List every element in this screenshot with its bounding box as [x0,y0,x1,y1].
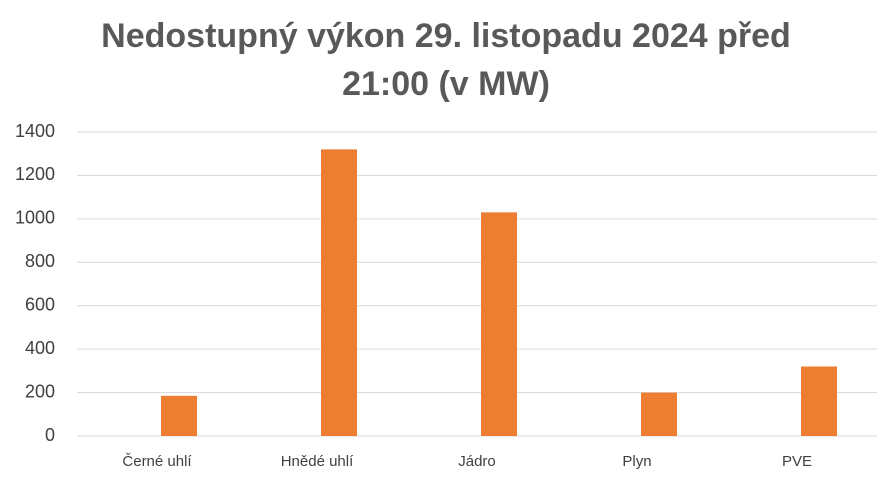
x-tick-label: Jádro [458,453,496,470]
y-tick-label: 400 [25,338,55,358]
chart-title: Nedostupný výkon 29. listopadu 2024 před… [101,17,791,103]
y-tick-label: 200 [25,381,55,401]
y-tick-label: 1200 [15,164,55,184]
bar [641,392,677,436]
y-tick-label: 0 [45,425,55,445]
x-tick-label: Černé uhlí [122,453,192,470]
bar [321,149,357,436]
y-tick-label: 1400 [15,121,55,141]
y-tick-label: 600 [25,294,55,314]
x-tick-label: PVE [782,453,812,470]
bar [161,395,197,436]
bar [801,366,837,436]
bar [481,212,517,436]
y-tick-label: 1000 [15,208,55,228]
x-tick-label: Hnědé uhlí [281,453,354,470]
x-tick-label: Plyn [622,453,651,470]
y-tick-label: 800 [25,251,55,271]
